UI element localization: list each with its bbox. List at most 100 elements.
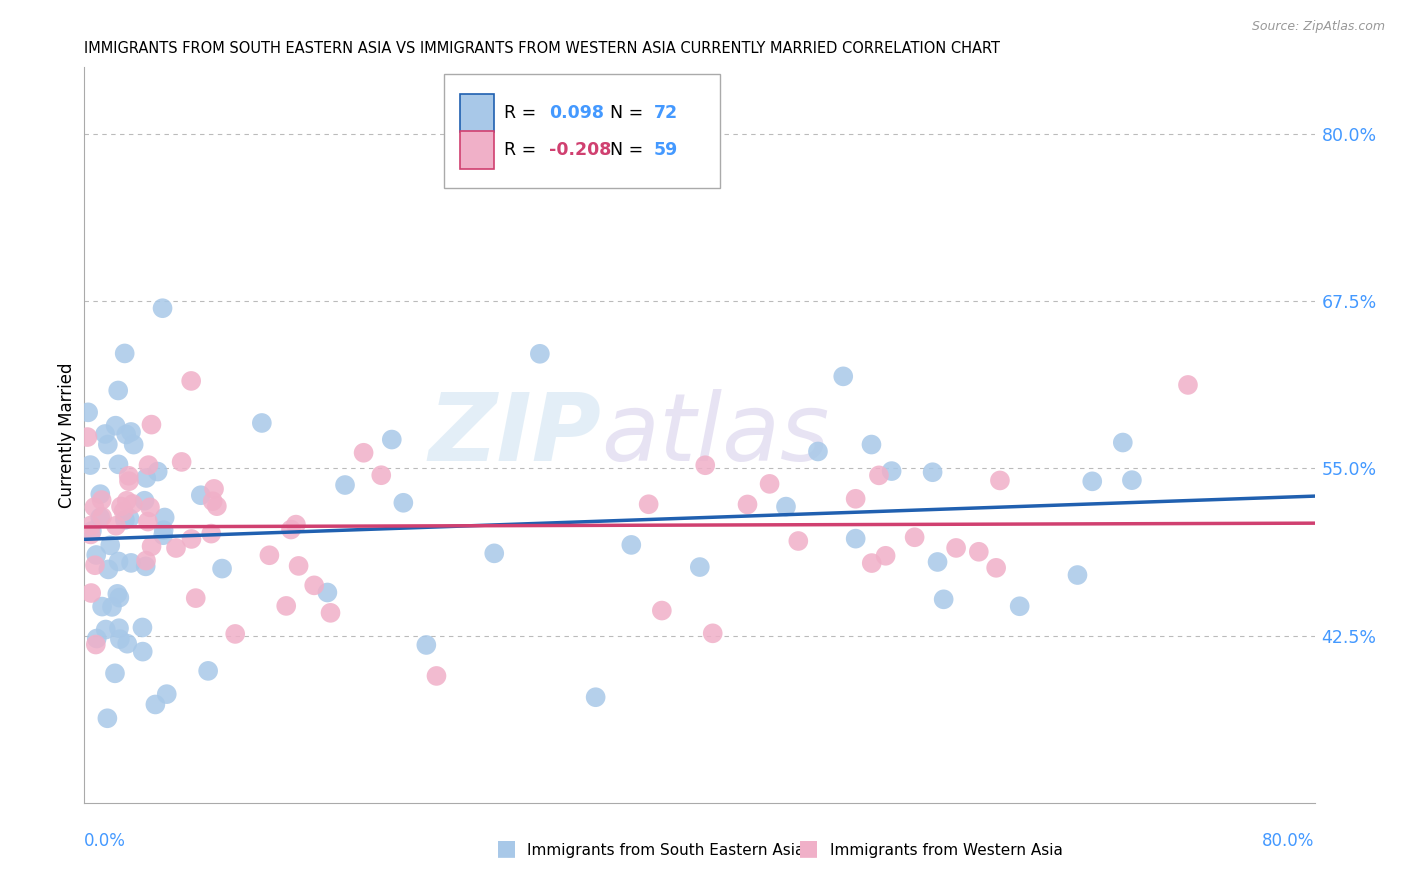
Point <box>90 493 112 508</box>
Point <box>135 471 157 485</box>
Point <box>114 513 136 527</box>
Point <box>108 632 131 647</box>
Point <box>152 523 174 537</box>
Text: ■: ■ <box>496 838 516 858</box>
Point <box>110 500 132 514</box>
Point <box>904 530 927 544</box>
Point <box>807 444 830 458</box>
Point <box>276 599 298 613</box>
Text: ■: ■ <box>799 838 818 858</box>
Point <box>353 446 375 460</box>
Point <box>141 417 163 432</box>
Point <box>112 504 135 518</box>
Point <box>89 487 111 501</box>
Point <box>1081 475 1104 489</box>
Point <box>135 553 157 567</box>
Point <box>89 510 111 524</box>
Point <box>927 555 949 569</box>
Point <box>97 437 120 451</box>
Point <box>224 627 246 641</box>
Point <box>86 632 108 646</box>
Text: 0.0%: 0.0% <box>84 832 127 850</box>
Point <box>152 301 174 316</box>
Point <box>107 458 129 472</box>
Point <box>94 623 117 637</box>
Point <box>131 620 153 634</box>
Point <box>101 599 124 614</box>
Text: IMMIGRANTS FROM SOUTH EASTERN ASIA VS IMMIGRANTS FROM WESTERN ASIA CURRENTLY MAR: IMMIGRANTS FROM SOUTH EASTERN ASIA VS IM… <box>84 41 1000 56</box>
Point <box>205 499 228 513</box>
Point <box>79 458 101 472</box>
Point <box>201 494 224 508</box>
Point <box>651 603 673 617</box>
Text: Immigrants from Western Asia: Immigrants from Western Asia <box>830 843 1063 858</box>
Point <box>737 498 759 512</box>
Point <box>84 558 107 573</box>
Point <box>77 405 100 419</box>
Point <box>138 458 160 472</box>
Point <box>146 465 169 479</box>
Point <box>80 527 103 541</box>
Point <box>84 638 107 652</box>
Point <box>156 687 179 701</box>
Point <box>1112 435 1135 450</box>
Point <box>152 528 174 542</box>
Point <box>945 541 967 555</box>
Point <box>845 491 868 506</box>
Point <box>689 560 711 574</box>
Point <box>392 496 415 510</box>
Point <box>120 425 142 439</box>
Point <box>76 430 98 444</box>
Point <box>108 621 131 635</box>
Point <box>259 548 281 562</box>
Point <box>758 476 780 491</box>
Text: 0.098: 0.098 <box>550 104 605 122</box>
Point <box>250 416 273 430</box>
Point <box>170 455 193 469</box>
Point <box>845 532 868 546</box>
Text: N =: N = <box>599 104 648 122</box>
Point <box>316 585 339 599</box>
Point <box>107 554 129 568</box>
Point <box>832 369 855 384</box>
Point <box>118 511 141 525</box>
Point <box>98 538 121 552</box>
Point <box>988 474 1011 488</box>
Text: Source: ZipAtlas.com: Source: ZipAtlas.com <box>1251 20 1385 33</box>
Point <box>84 548 107 562</box>
Point <box>104 518 127 533</box>
Text: 72: 72 <box>654 104 678 122</box>
Point <box>122 437 145 451</box>
Text: 80.0%: 80.0% <box>1263 832 1315 850</box>
Point <box>190 488 212 502</box>
Point <box>118 474 141 488</box>
Point <box>136 515 159 529</box>
Point <box>145 698 167 712</box>
Point <box>620 538 643 552</box>
Point <box>115 493 138 508</box>
Point <box>875 549 897 563</box>
Point <box>184 591 207 606</box>
FancyBboxPatch shape <box>444 74 720 188</box>
Point <box>135 559 157 574</box>
Point <box>529 347 551 361</box>
Point <box>932 592 955 607</box>
Text: atlas: atlas <box>602 389 830 481</box>
Point <box>637 497 659 511</box>
Point <box>211 561 233 575</box>
Point <box>284 517 307 532</box>
Point <box>200 526 222 541</box>
Point <box>280 523 302 537</box>
Point <box>107 384 129 398</box>
Point <box>80 586 103 600</box>
Text: ZIP: ZIP <box>429 389 602 481</box>
Point <box>141 539 163 553</box>
Point <box>702 626 724 640</box>
Point <box>96 711 118 725</box>
Text: R =: R = <box>503 104 541 122</box>
Point <box>868 468 890 483</box>
Point <box>105 587 128 601</box>
Point <box>114 346 136 360</box>
FancyBboxPatch shape <box>460 131 494 169</box>
Y-axis label: Currently Married: Currently Married <box>58 362 76 508</box>
